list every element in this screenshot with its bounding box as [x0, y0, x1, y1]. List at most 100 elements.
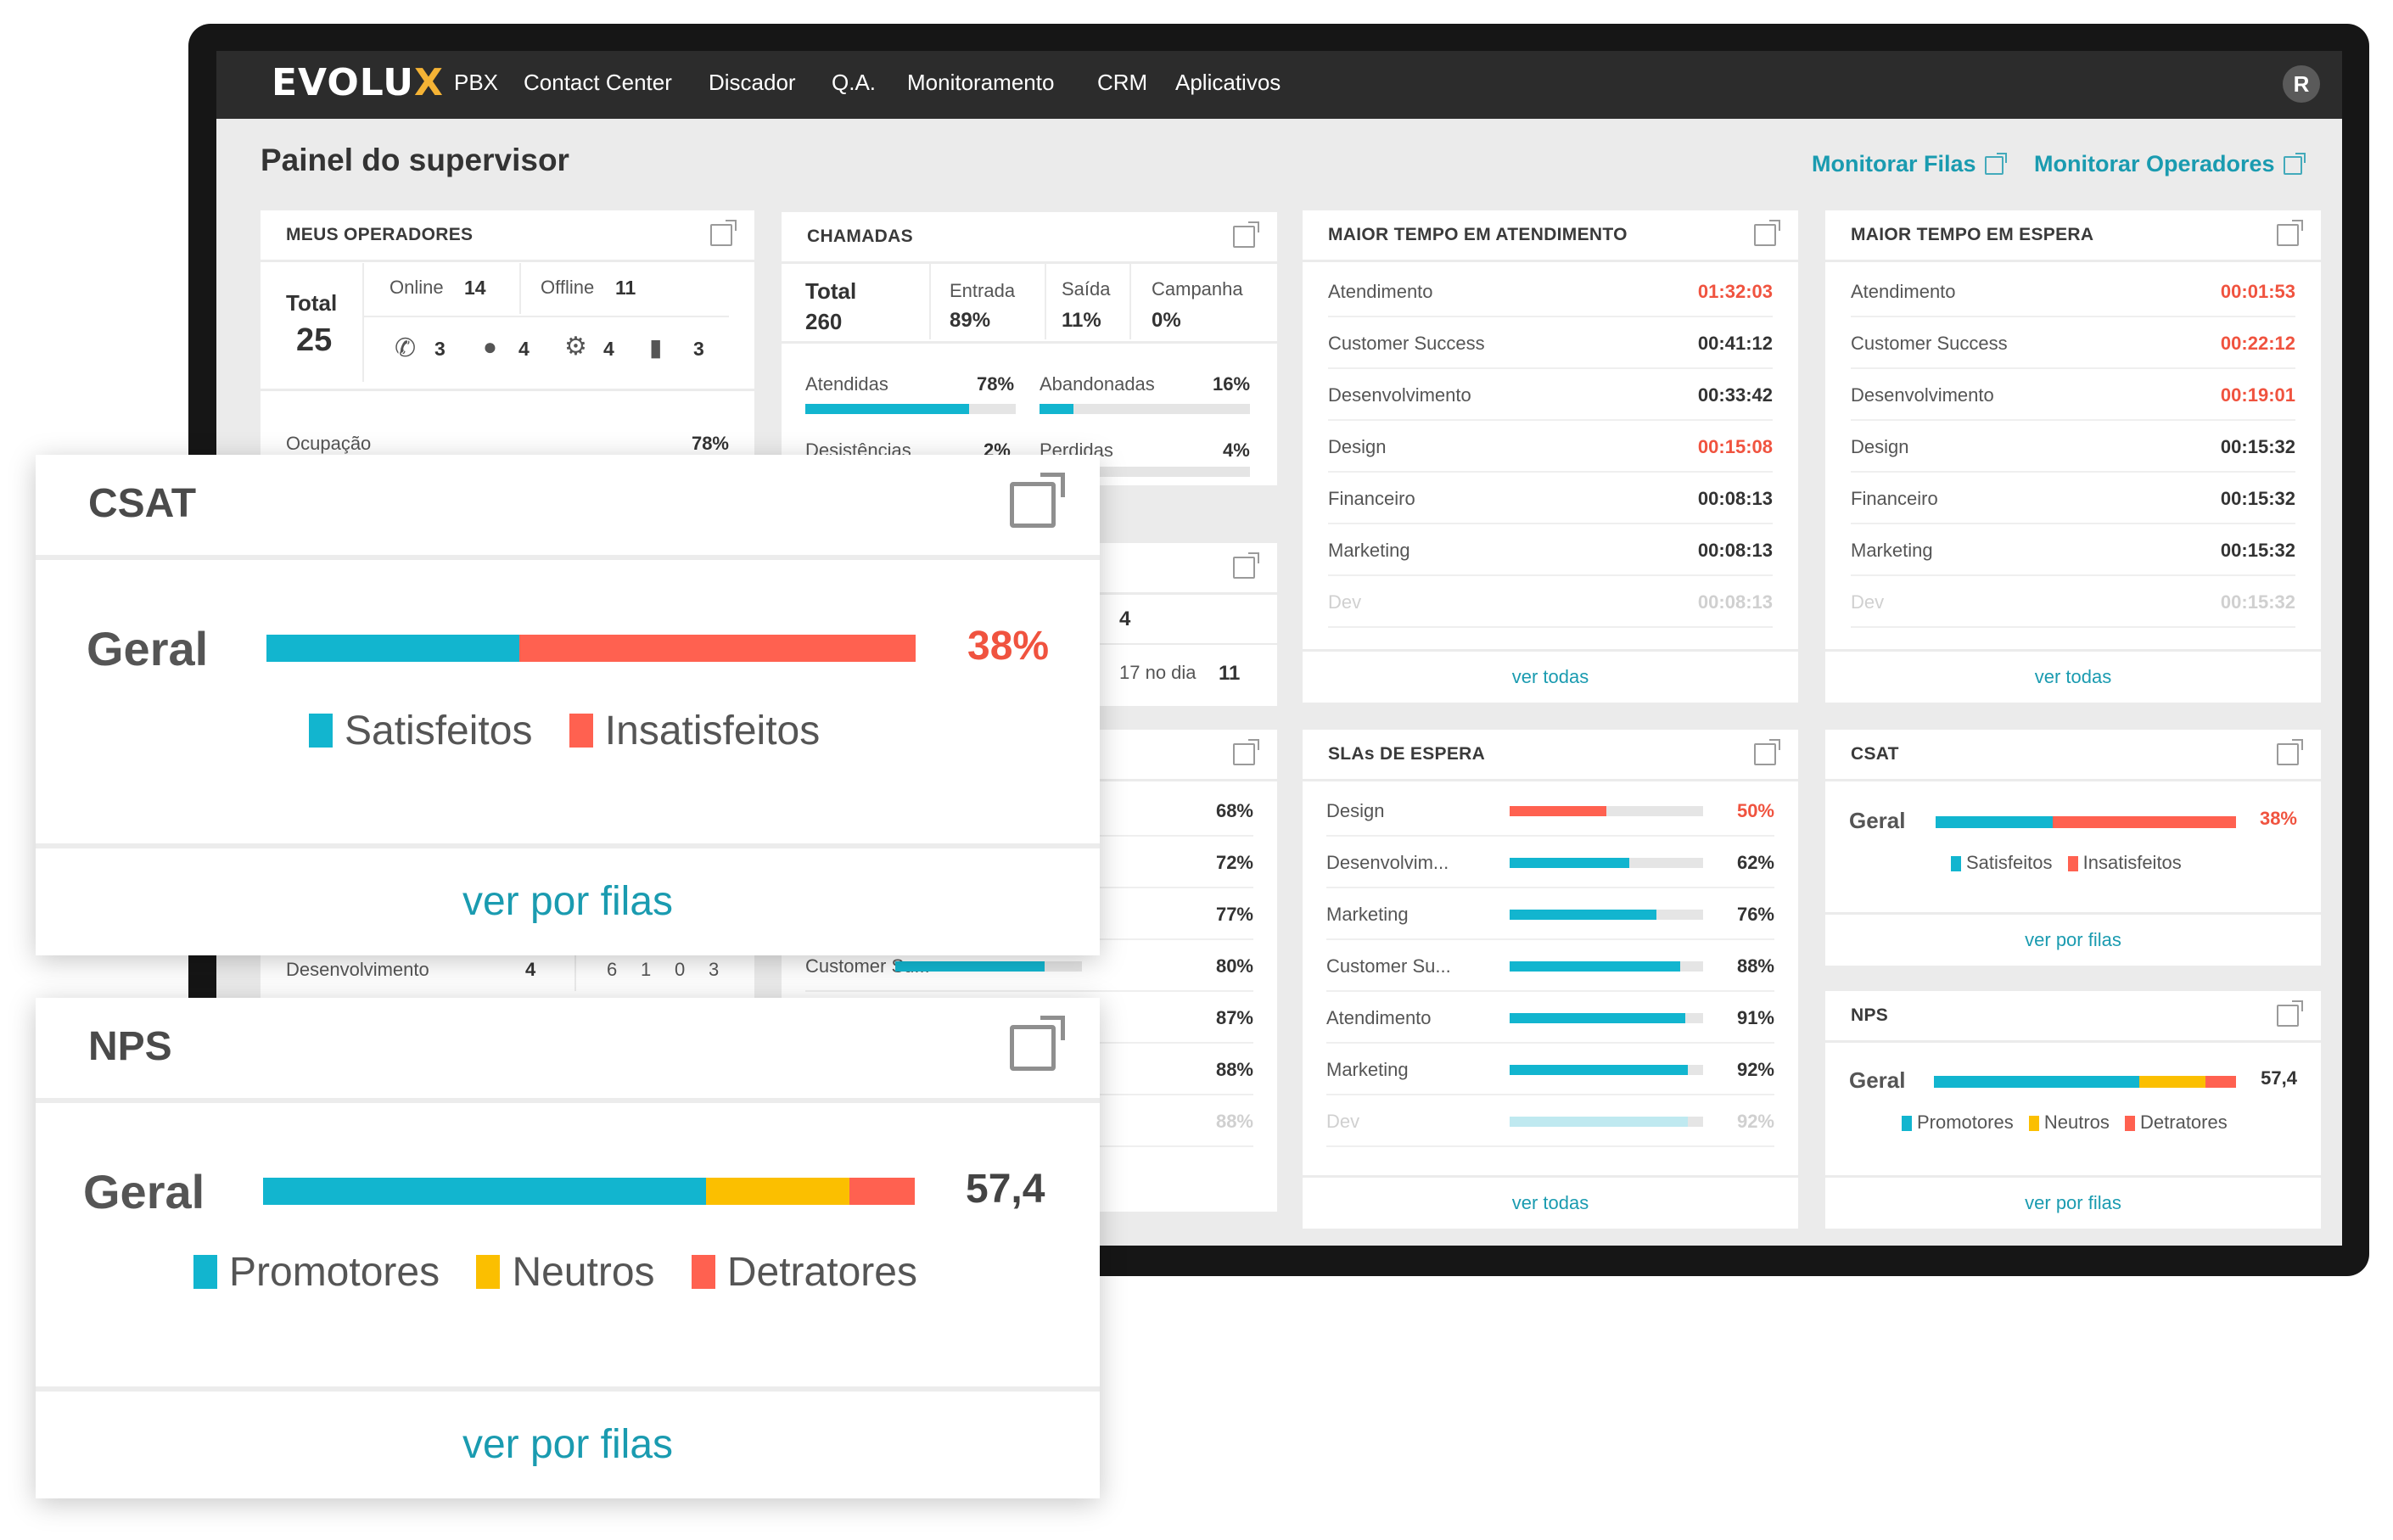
legend-neutros: Neutros [2043, 1112, 2110, 1133]
ver-todas-link[interactable]: ver todas [1825, 649, 2321, 703]
csat-bar-insatisfeitos [519, 635, 916, 662]
card-title: MAIOR TEMPO EM ESPERA [1851, 225, 2094, 244]
nps-bar-neutros [2139, 1076, 2206, 1088]
atendidas-value: 78% [977, 373, 1015, 395]
queue-name: Customer Success [1328, 333, 1485, 354]
queue-time: 00:01:53 [2220, 281, 2295, 302]
legend-insatisfeitos: Insatisfeitos [604, 708, 821, 753]
nps-geral-label: Geral [83, 1165, 205, 1218]
online-label: Online [389, 277, 444, 298]
external-link-icon[interactable] [1233, 739, 1259, 765]
nav-aplicativos[interactable]: Aplicativos [1175, 70, 1281, 95]
csat-legend: Satisfeitos Insatisfeitos [1951, 852, 2182, 874]
divider [929, 263, 931, 339]
sla-bar-fill [1510, 1117, 1688, 1127]
queue-num: 6 [607, 959, 618, 980]
sla-queue-name: Marketing [1326, 1059, 1409, 1080]
campanha-label: Campanha [1152, 278, 1243, 300]
external-link-icon[interactable] [1233, 221, 1259, 248]
queue-name: Design [1328, 436, 1387, 457]
sla-queue-name: Marketing [1326, 904, 1409, 925]
monitorar-filas-link[interactable]: Monitorar Filas [1812, 151, 2007, 177]
queue-name: Desenvolvimento [1328, 384, 1471, 406]
queue-num: 3 [709, 959, 720, 980]
nav-discador[interactable]: Discador [709, 70, 796, 95]
entrada-value: 89% [950, 309, 991, 332]
external-link-icon[interactable] [2277, 1000, 2303, 1027]
sla-percent: 88% [1736, 955, 1774, 977]
divider [261, 389, 754, 391]
offline-label: Offline [541, 277, 595, 298]
external-link-icon[interactable] [1754, 220, 1780, 246]
online-value: 14 [464, 277, 486, 299]
ver-por-filas-link[interactable]: ver por filas [36, 1386, 1100, 1498]
external-link-icon[interactable] [1233, 552, 1259, 579]
saida-value: 11% [1062, 309, 1101, 332]
external-link-icon[interactable] [1754, 739, 1780, 765]
sla-row: Design 50% [1326, 784, 1774, 837]
ver-por-filas-link[interactable]: ver por filas [1825, 1175, 2321, 1229]
csat-card-enlarged: CSAT Geral 38% Satisfeitos Insatisfeitos… [36, 455, 1100, 955]
maior-tempo-atendimento-card: MAIOR TEMPO EM ATENDIMENTO Atendimento 01… [1303, 210, 1798, 703]
nps-bar [263, 1178, 915, 1205]
user-count: 4 [518, 338, 530, 360]
sla-percent: 87% [1215, 1007, 1253, 1028]
sla-bar-fill [1510, 806, 1606, 816]
card-title: MAIOR TEMPO EM ATENDIMENTO [1328, 225, 1628, 244]
nav-crm[interactable]: CRM [1097, 70, 1148, 95]
sla-percent: 88% [1215, 1111, 1253, 1132]
legend-promotores: Promotores [1917, 1112, 2014, 1133]
sla-percent: 72% [1215, 852, 1253, 873]
legend-square [1951, 856, 1961, 872]
nps-title: NPS [88, 1024, 172, 1069]
queue-time: 00:08:13 [1697, 540, 1773, 561]
csat-title: CSAT [88, 481, 197, 526]
queue-time: 00:08:13 [1697, 488, 1773, 509]
ver-todas-link[interactable]: ver todas [1303, 649, 1798, 703]
legend-square [2028, 1116, 2039, 1132]
nav-qa[interactable]: Q.A. [832, 70, 877, 95]
nav-monitoramento[interactable]: Monitoramento [907, 70, 1055, 95]
legend-square [193, 1255, 217, 1289]
queue-time-row: Desenvolvimento 00:19:01 [1851, 368, 2295, 421]
nps-bar-neutros [706, 1178, 850, 1205]
nav-pbx[interactable]: PBX [454, 70, 499, 95]
ver-por-filas-link[interactable]: ver por filas [36, 843, 1100, 955]
sla-row: Atendimento 91% [1326, 991, 1774, 1044]
csat-bar [1936, 816, 2236, 828]
nav-contact-center[interactable]: Contact Center [524, 70, 672, 95]
external-link-icon[interactable] [1010, 1016, 1065, 1071]
queue-time-row: Marketing 00:08:13 [1328, 524, 1773, 576]
saida-label: Saída [1062, 278, 1111, 300]
user-icon: ● [483, 333, 497, 360]
nps-bar-promotores [263, 1178, 707, 1205]
monitorar-operadores-link[interactable]: Monitorar Operadores [2034, 151, 2306, 177]
sla-queue-name: Desenvolvim... [1326, 852, 1449, 873]
pause-count: 3 [693, 338, 704, 360]
csat-bar-satisfeitos [266, 635, 520, 662]
queue-time: 00:15:08 [1697, 436, 1773, 457]
card-title: SLAs DE ESPERA [1328, 744, 1486, 764]
queue-name: Financeiro [1851, 488, 1938, 509]
legend-square [309, 714, 333, 748]
divider [519, 263, 521, 314]
nps-geral-label: Geral [1849, 1067, 1906, 1093]
page-title: Painel do supervisor [261, 143, 569, 177]
legend-neutros: Neutros [512, 1250, 655, 1295]
csat-bar-insatisfeitos [2053, 816, 2236, 828]
total-label: Total [805, 278, 857, 304]
ver-por-filas-link[interactable]: ver por filas [1825, 912, 2321, 966]
external-link-icon[interactable] [710, 220, 737, 246]
user-avatar[interactable]: R [2283, 65, 2320, 103]
external-link-icon[interactable] [1010, 473, 1065, 528]
sla-queue-name: Design [1326, 800, 1385, 821]
evolux-logo[interactable]: EVOLUX [272, 61, 444, 104]
external-link-icon[interactable] [2277, 739, 2303, 765]
external-link-icon[interactable] [2277, 220, 2303, 246]
atendidas-bar-fill [805, 404, 970, 414]
sla-bar [1510, 1013, 1703, 1023]
ver-todas-link[interactable]: ver todas [1303, 1175, 1798, 1229]
abandonadas-label: Abandonadas [1040, 373, 1155, 395]
sla-bar-fill [1510, 961, 1680, 972]
divider [782, 341, 1277, 344]
